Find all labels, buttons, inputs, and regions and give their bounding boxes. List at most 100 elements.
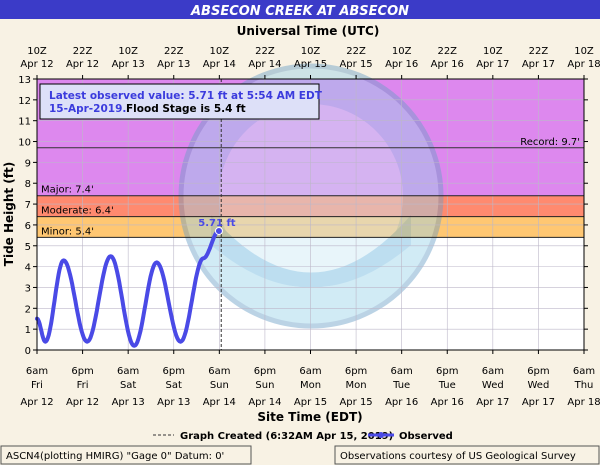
bottom-tick-time: 6am	[391, 366, 413, 377]
top-axis-title: Universal Time (UTC)	[237, 24, 380, 38]
top-tick-label: 22Z	[164, 46, 184, 57]
top-tick-label: 10Z	[301, 46, 321, 57]
top-tick-date: Apr 16	[385, 59, 418, 70]
bottom-tick-time: 6am	[208, 366, 230, 377]
y-tick-label: 2	[25, 304, 31, 315]
latest-value-text: Latest observed value: 5.71 ft at 5:54 A…	[49, 90, 323, 102]
bottom-tick-time: 6am	[482, 366, 504, 377]
series-layer: 5.71 ft	[35, 79, 236, 350]
top-tick-date: Apr 16	[431, 59, 464, 70]
record-label: Record: 9.7'	[520, 137, 580, 148]
flood-stage-text: Flood Stage is 5.4 ft	[126, 103, 246, 115]
bottom-tick-date: Apr 18	[567, 397, 600, 408]
bottom-tick-date: Apr 15	[294, 397, 327, 408]
top-tick-label: 22Z	[255, 46, 275, 57]
y-tick-label: 3	[25, 283, 31, 294]
latest-point-marker	[214, 226, 223, 235]
y-tick-label: 0	[25, 346, 31, 357]
bottom-tick-date: Apr 15	[339, 397, 372, 408]
top-tick-date: Apr 13	[157, 59, 190, 70]
bottom-tick-day: Mon	[300, 380, 321, 391]
bottom-tick-day: Wed	[528, 380, 550, 391]
legend-created-label: Graph Created (6:32AM Apr 15, 2019)	[180, 431, 393, 442]
footer-datum: ASCN4(plotting HMIRG) "Gage 0" Datum: 0'	[6, 451, 224, 462]
title-bar	[0, 0, 600, 19]
bottom-tick-time: 6pm	[71, 366, 93, 377]
bottom-tick-date: Apr 16	[385, 397, 418, 408]
footer-credit: Observations courtesy of US Geological S…	[340, 451, 576, 462]
flood-labels: Major: 7.4' Moderate: 6.4' Minor: 5.4' Reco…	[41, 137, 580, 238]
footer-right-box	[334, 445, 600, 465]
bottom-tick-day: Sun	[255, 380, 274, 391]
top-tick-label: 10Z	[574, 46, 594, 57]
top-tick-label: 22Z	[437, 46, 457, 57]
y-tick-label: 6	[25, 221, 31, 232]
top-tick-date: Apr 17	[522, 59, 555, 70]
bottom-tick-day: Tue	[438, 380, 456, 391]
bottom-tick-date: Apr 14	[248, 397, 281, 408]
top-tick-date: Apr 17	[476, 59, 509, 70]
y-tick-label: 8	[25, 179, 31, 190]
bottom-tick-date: Apr 13	[157, 397, 190, 408]
top-tick-date: Apr 14	[248, 59, 281, 70]
latest-point-label: 5.71 ft	[198, 218, 236, 229]
legend-observed-label: Observed	[399, 431, 453, 442]
top-tick-date: Apr 18	[567, 59, 600, 70]
top-tick-label: 22Z	[529, 46, 549, 57]
top-tick-label: 10Z	[483, 46, 503, 57]
flood-label-moderate: Moderate: 6.4'	[41, 206, 114, 217]
bottom-tick-date: Apr 17	[522, 397, 555, 408]
bottom-tick-day: Fri	[31, 380, 43, 391]
observed-series-line	[35, 229, 221, 348]
bottom-tick-time: 6pm	[436, 366, 458, 377]
bottom-tick-time: 6am	[573, 366, 595, 377]
bottom-tick-day: Sun	[210, 380, 229, 391]
top-tick-label: 10Z	[210, 46, 230, 57]
latest-value-date: 15-Apr-2019.	[49, 103, 126, 115]
bottom-tick-day: Mon	[346, 380, 367, 391]
bottom-tick-time: 6pm	[254, 366, 276, 377]
bottom-tick-date: Apr 16	[431, 397, 464, 408]
top-tick-label: 22Z	[346, 46, 366, 57]
top-tick-date: Apr 15	[339, 59, 372, 70]
legend: Graph Created (6:32AM Apr 15, 2019) Obse…	[153, 431, 453, 442]
y-tick-label: 13	[18, 75, 31, 86]
latest-value-box: Latest observed value: 5.71 ft at 5:54 A…	[39, 83, 323, 120]
bottom-tick-day: Sat	[166, 380, 182, 391]
top-tick-date: Apr 12	[20, 59, 53, 70]
flood-label-major: Major: 7.4'	[41, 185, 94, 196]
bottom-tick-time: 6pm	[163, 366, 185, 377]
y-tick-label: 7	[25, 200, 31, 211]
bottom-tick-day: Wed	[482, 380, 504, 391]
top-tick-label: 10Z	[27, 46, 47, 57]
legend-observed-marker	[378, 432, 384, 438]
bottom-tick-time: 6pm	[345, 366, 367, 377]
bottom-tick-date: Apr 12	[66, 397, 99, 408]
bottom-axis-title: Site Time (EDT)	[257, 410, 362, 424]
flood-label-minor: Minor: 5.4'	[41, 226, 94, 237]
bottom-tick-date: Apr 14	[203, 397, 236, 408]
top-tick-date: Apr 13	[112, 59, 145, 70]
bottom-tick-day: Tue	[392, 380, 410, 391]
bottom-tick-time: 6pm	[527, 366, 549, 377]
footer-left-box	[0, 445, 252, 465]
bottom-tick-date: Apr 17	[476, 397, 509, 408]
y-tick-label: 12	[18, 96, 31, 107]
top-tick-label: 22Z	[73, 46, 93, 57]
bottom-tick-date: Apr 12	[20, 397, 53, 408]
y-tick-label: 5	[25, 242, 31, 253]
y-tick-label: 11	[18, 117, 31, 128]
bottom-tick-day: Fri	[77, 380, 89, 391]
top-tick-label: 10Z	[118, 46, 138, 57]
top-tick-date: Apr 14	[203, 59, 236, 70]
bottom-tick-time: 6am	[117, 366, 139, 377]
y-tick-label: 10	[18, 138, 31, 149]
bottom-tick-time: 6am	[299, 366, 321, 377]
y-tick-label: 4	[25, 263, 31, 274]
bottom-tick-date: Apr 13	[112, 397, 145, 408]
y-axis-title: Tide Height (ft)	[2, 162, 16, 266]
top-tick-label: 10Z	[392, 46, 412, 57]
y-tick-label: 9	[25, 158, 31, 169]
